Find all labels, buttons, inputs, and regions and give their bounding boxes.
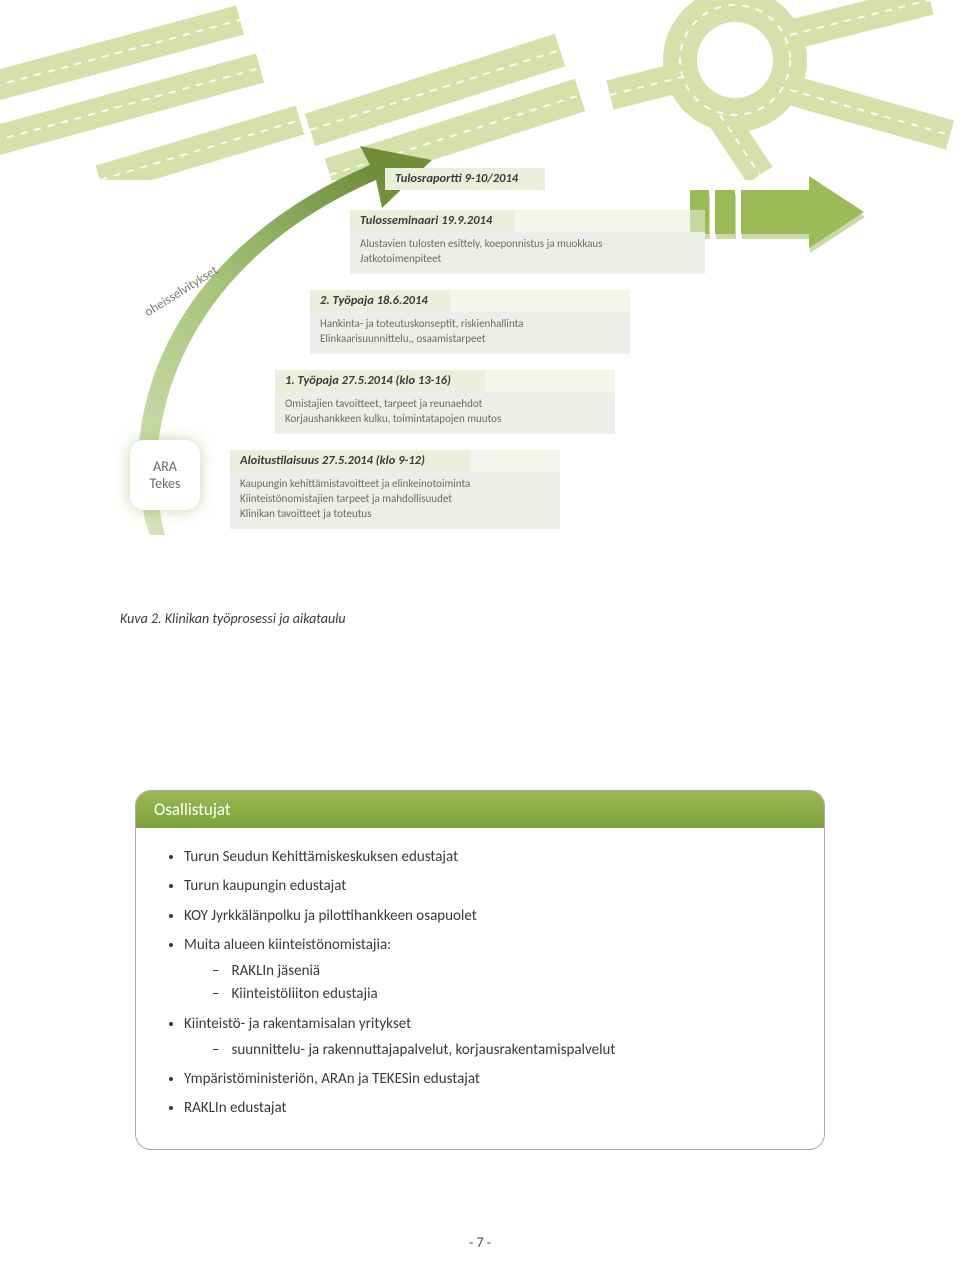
- box-tyopaja2-body: Hankinta- ja toteutuskonseptit, riskienh…: [310, 312, 630, 354]
- box-seminaari-body: Alustavien tulosten esittely, koeponnist…: [350, 232, 705, 274]
- participants-panel: Osallistujat Turun Seudun Kehittämiskesk…: [135, 790, 825, 1150]
- box-raportti-title: Tulosraportti 9-10/2014: [385, 168, 545, 190]
- oheis-label: oheisselvitykset: [142, 263, 221, 320]
- box-seminaari: Tulosseminaari 19.9.2014 Alustavien tulo…: [350, 210, 705, 274]
- participants-body: Turun Seudun Kehittämiskeskuksen edustaj…: [136, 828, 824, 1149]
- process-diagram: oheisselvitykset ARA Tekes Tulosraportti…: [120, 150, 840, 580]
- list-item: RAKLIn edustajat: [184, 1097, 794, 1120]
- box-raportti: Tulosraportti 9-10/2014: [385, 168, 545, 190]
- ara-line2: Tekes: [150, 475, 181, 492]
- list-item: Turun kaupungin edustajat: [184, 875, 794, 898]
- list-item: Muita alueen kiinteistönomistajia: RAKLI…: [184, 934, 794, 1007]
- figure-caption: Kuva 2. Klinikan työprosessi ja aikataul…: [120, 610, 346, 627]
- ara-line1: ARA: [153, 458, 177, 475]
- box-tyopaja2: 2. Työpaja 18.6.2014 Hankinta- ja toteut…: [310, 290, 630, 354]
- box-tyopaja1: 1. Työpaja 27.5.2014 (klo 13-16) Omistaj…: [275, 370, 615, 434]
- box-tyopaja1-body: Omistajien tavoitteet, tarpeet ja reunae…: [275, 392, 615, 434]
- sublist-item: RAKLIn jäseniä: [212, 960, 794, 983]
- sublist-item: Kiinteistöliiton edustajia: [212, 983, 794, 1006]
- list-item: Kiinteistö- ja rakentamisalan yritykset …: [184, 1013, 794, 1063]
- list-item-text: Muita alueen kiinteistönomistajia:: [184, 936, 391, 954]
- box-tyopaja1-title: 1. Työpaja 27.5.2014 (klo 13-16): [275, 370, 485, 392]
- box-aloitus-title: Aloitustilaisuus 27.5.2014 (klo 9-12): [230, 450, 470, 472]
- participants-header: Osallistujat: [136, 791, 824, 828]
- list-item: KOY Jyrkkälänpolku ja pilottihankkeen os…: [184, 905, 794, 928]
- list-item: Ympäristöministeriön, ARAn ja TEKESin ed…: [184, 1068, 794, 1091]
- list-item-text: Kiinteistö- ja rakentamisalan yritykset: [184, 1015, 411, 1033]
- box-aloitus-body: Kaupungin kehittämistavoitteet ja elinke…: [230, 472, 560, 529]
- list-item: Turun Seudun Kehittämiskeskuksen edustaj…: [184, 846, 794, 869]
- sublist-item: suunnittelu- ja rakennuttajapalvelut, ko…: [212, 1039, 794, 1062]
- box-tyopaja2-title: 2. Työpaja 18.6.2014: [310, 290, 450, 312]
- box-seminaari-title: Tulosseminaari 19.9.2014: [350, 210, 515, 232]
- ara-tekes-badge: ARA Tekes: [130, 440, 200, 510]
- box-aloitus: Aloitustilaisuus 27.5.2014 (klo 9-12) Ka…: [230, 450, 560, 529]
- page-number: - 7 -: [0, 1234, 960, 1251]
